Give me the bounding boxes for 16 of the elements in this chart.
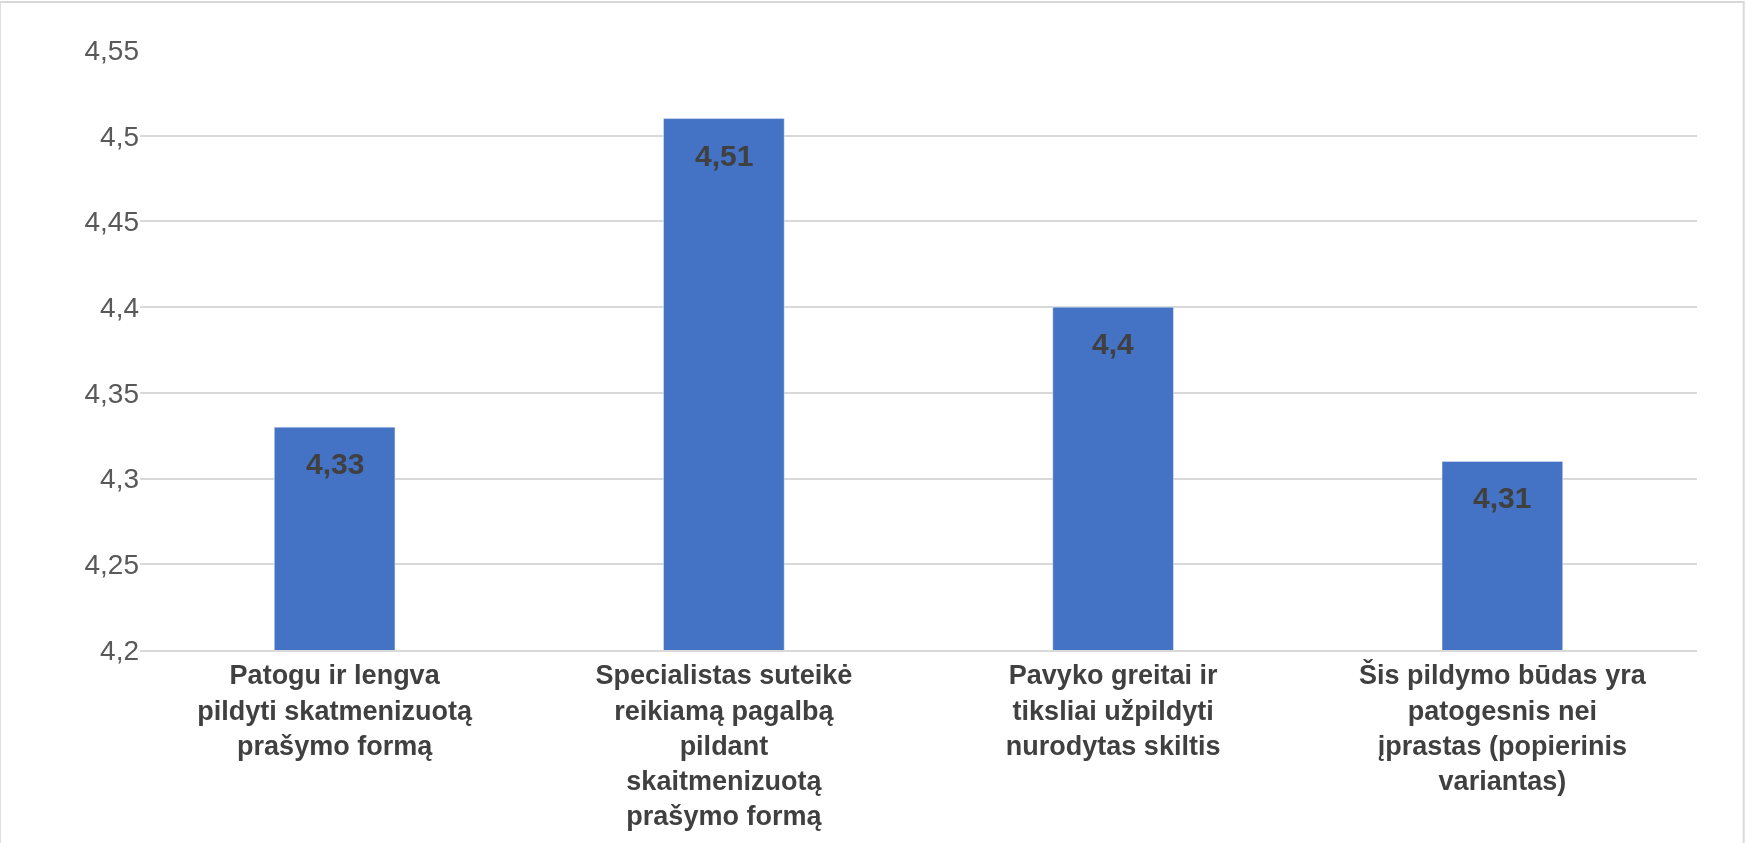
data-label: 4,33: [306, 447, 365, 480]
data-label: 4,4: [1092, 327, 1135, 360]
x-tick-label: Patogu ir lengva pildyti skatmenizuotą prašymo formą: [197, 660, 473, 761]
y-tick-label: 4,45: [84, 206, 139, 238]
y-tick-label: 4,55: [84, 34, 139, 66]
y-tick-label: 4,3: [100, 463, 139, 495]
y-tick-label: 4,2: [100, 634, 139, 666]
x-tick-label: Pavyko greitai ir tiksliai užpildyti nurodytas skiltis: [1005, 660, 1221, 761]
y-tick-label: 4,35: [84, 377, 139, 409]
data-label: 4,51: [695, 139, 754, 172]
y-tick-label: 4,5: [100, 120, 139, 152]
y-tick-label: 4,4: [100, 291, 139, 323]
y-tick-label: 4,25: [84, 549, 139, 581]
x-tick-label: Šis pildymo būdas yra patogesnis nei įprastas (popierinis variantas): [1359, 659, 1647, 796]
data-label: 4,31: [1473, 481, 1532, 514]
x-tick-label: Specialistas suteikė reikiamą pagalbą pildant skaitmenizuotą prašymo formą: [595, 660, 853, 831]
